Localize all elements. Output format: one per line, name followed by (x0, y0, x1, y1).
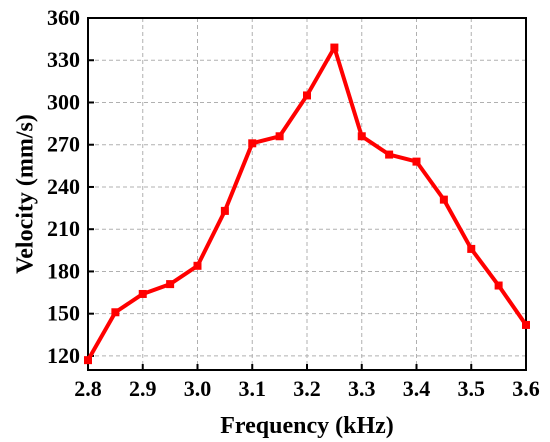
data-point (220, 206, 229, 215)
y-tick-label: 210 (47, 216, 80, 241)
data-point (303, 91, 311, 100)
y-tick-label: 270 (47, 132, 80, 157)
tick-labels: 2.8 2.9 3.0 3.1 3.2 3.3 3.4 3.5 3.6 120 150 180 210 2… (47, 5, 540, 401)
x-tick-label: 3.6 (512, 376, 540, 401)
x-tick-label: 3.0 (184, 376, 212, 401)
series-layer (84, 43, 530, 365)
y-tick-label: 330 (47, 47, 80, 72)
x-tick-label: 2.8 (74, 376, 102, 401)
y-tick-label: 300 (47, 89, 80, 114)
y-tick-label: 360 (47, 5, 80, 30)
data-point (494, 281, 503, 290)
data-point (467, 244, 476, 253)
x-tick-label: 3.1 (239, 376, 267, 401)
data-point (275, 132, 284, 141)
data-point (193, 261, 202, 270)
y-tick-label: 150 (47, 301, 80, 326)
data-point (84, 356, 92, 365)
x-tick-label: 3.5 (458, 376, 486, 401)
data-point (385, 150, 394, 159)
data-point (357, 132, 366, 141)
y-tick-label: 120 (47, 343, 80, 368)
grid-lines (87, 17, 527, 370)
y-tick-label: 180 (47, 258, 80, 283)
x-tick-label: 3.4 (403, 376, 431, 401)
x-tick-label: 2.9 (129, 376, 157, 401)
data-point (439, 195, 448, 204)
x-tick-label: 3.2 (293, 376, 321, 401)
data-point (330, 43, 339, 52)
data-point (138, 289, 147, 298)
y-tick-label: 240 (47, 174, 80, 199)
y-axis-title: Velocity (mm/s) (12, 114, 38, 274)
x-axis-title: Frequency (kHz) (220, 413, 394, 439)
data-point (412, 157, 421, 166)
data-point (166, 280, 175, 289)
data-point (248, 139, 257, 148)
axis-ticks (87, 17, 527, 370)
x-tick-label: 3.3 (348, 376, 376, 401)
data-point (522, 320, 530, 329)
data-point (111, 308, 120, 317)
